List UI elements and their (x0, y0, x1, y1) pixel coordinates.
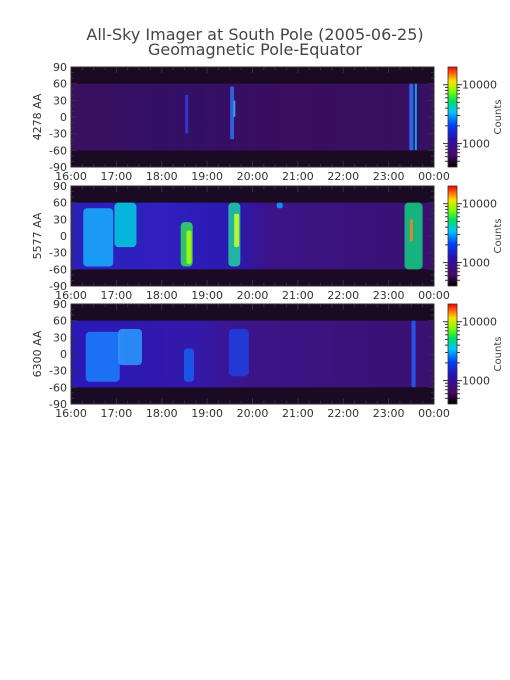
y-tick-label: -30 (49, 365, 67, 378)
x-tick-label: 22:00 (327, 170, 359, 183)
chart-title: All-Sky Imager at South Pole (2005-06-25… (86, 25, 423, 44)
panel-3: 16:00 17:00 18:00 19:00 20:00 21:00 22:00 23:00… (31, 298, 504, 420)
y-tick-label: -60 (49, 263, 67, 276)
x-tick-label: 18:00 (146, 170, 178, 183)
y-tick-label: -30 (49, 247, 67, 260)
y-tick-label: 90 (53, 61, 67, 74)
aurora-structure (228, 329, 249, 377)
y-tick-label: 30 (53, 331, 67, 344)
y-tick-label: 90 (53, 180, 67, 193)
aurora-structure (186, 230, 192, 264)
x-tick-label: 22:00 (327, 407, 359, 420)
y-tick-label: 60 (53, 197, 67, 210)
x-tick-label: 00:00 (418, 407, 450, 420)
y-tick-label: 60 (53, 78, 67, 91)
y-tick-label: -90 (49, 161, 67, 174)
x-tick-label: 19:00 (191, 407, 223, 420)
colorbar-tick-label: 10000 (462, 198, 497, 211)
y-tick-label: 60 (53, 315, 67, 328)
y-tick-label: -60 (49, 144, 67, 157)
x-tick-label: 17:00 (101, 289, 133, 302)
x-tick-label: 18:00 (146, 407, 178, 420)
colorbar-tick-label: 1000 (462, 257, 490, 270)
y-tick-label: 0 (60, 348, 67, 361)
x-tick-label: 21:00 (282, 289, 314, 302)
x-tick-label: 19:00 (191, 289, 223, 302)
colorbar (447, 66, 458, 168)
x-tick-label: 17:00 (101, 407, 133, 420)
colorbar-tick-label: 1000 (462, 138, 490, 151)
aurora-structure (414, 83, 417, 151)
panel-emission-band (71, 83, 434, 151)
aurora-structure (83, 208, 114, 267)
x-tick-label: 00:00 (418, 289, 450, 302)
aurora-structure (185, 94, 189, 134)
aurora-structure (85, 331, 120, 382)
y-axis-label: 5577 AA (31, 212, 44, 259)
aurora-structure (409, 219, 413, 242)
colorbar-tick-label: 1000 (462, 375, 490, 388)
x-tick-label: 00:00 (418, 170, 450, 183)
aurora-structure (404, 202, 423, 270)
x-tick-label: 23:00 (373, 407, 405, 420)
colorbar-tick-label: 10000 (462, 79, 497, 92)
aurora-structure (411, 320, 416, 388)
x-tick-label: 17:00 (101, 170, 133, 183)
y-tick-label: -90 (49, 398, 67, 411)
x-tick-label: 20:00 (237, 289, 269, 302)
x-tick-label: 21:00 (282, 170, 314, 183)
x-tick-label: 20:00 (237, 407, 269, 420)
colorbar-label: Counts (493, 337, 504, 372)
panel-2: 16:00 17:00 18:00 19:00 20:00 21:00 22:00 23:00… (31, 180, 504, 302)
y-tick-label: -60 (49, 381, 67, 394)
x-tick-label: 19:00 (191, 170, 223, 183)
x-tick-label: 16:00 (55, 170, 87, 183)
x-tick-label: 23:00 (373, 170, 405, 183)
colorbar (447, 185, 458, 287)
panel-1: 16:00 17:00 18:00 19:00 20:00 21:00 22:00 23:00… (31, 61, 504, 183)
y-tick-label: -90 (49, 280, 67, 293)
x-tick-label: 16:00 (55, 407, 87, 420)
panels: 16:00 17:00 18:00 19:00 20:00 21:00 22:00 23:00… (31, 61, 504, 420)
aurora-structure (117, 329, 142, 366)
aurora-structure (183, 348, 194, 382)
y-tick-label: 90 (53, 298, 67, 311)
colorbar-label: Counts (493, 100, 504, 135)
aurora-structure (230, 86, 235, 140)
x-tick-label: 23:00 (373, 289, 405, 302)
aurora-structure (234, 213, 240, 248)
aurora-structure (276, 202, 283, 209)
colorbar (447, 303, 458, 405)
y-tick-label: 30 (53, 213, 67, 226)
x-tick-label: 16:00 (55, 289, 87, 302)
y-tick-label: -30 (49, 128, 67, 141)
y-tick-label: 0 (60, 230, 67, 243)
x-tick-label: 21:00 (282, 407, 314, 420)
x-tick-label: 22:00 (327, 289, 359, 302)
aurora-structure (114, 202, 137, 248)
aurora-structure (409, 83, 414, 151)
x-tick-label: 18:00 (146, 289, 178, 302)
y-axis-label: 6300 AA (31, 330, 44, 377)
y-tick-label: 30 (53, 94, 67, 107)
x-tick-label: 20:00 (237, 170, 269, 183)
colorbar-label: Counts (493, 219, 504, 254)
y-tick-label: 0 (60, 111, 67, 124)
aurora-structure (233, 100, 236, 117)
chart-subtitle: Geomagnetic Pole-Equator (148, 40, 362, 59)
colorbar-tick-label: 10000 (462, 316, 497, 329)
y-axis-label: 4278 AA (31, 93, 44, 140)
